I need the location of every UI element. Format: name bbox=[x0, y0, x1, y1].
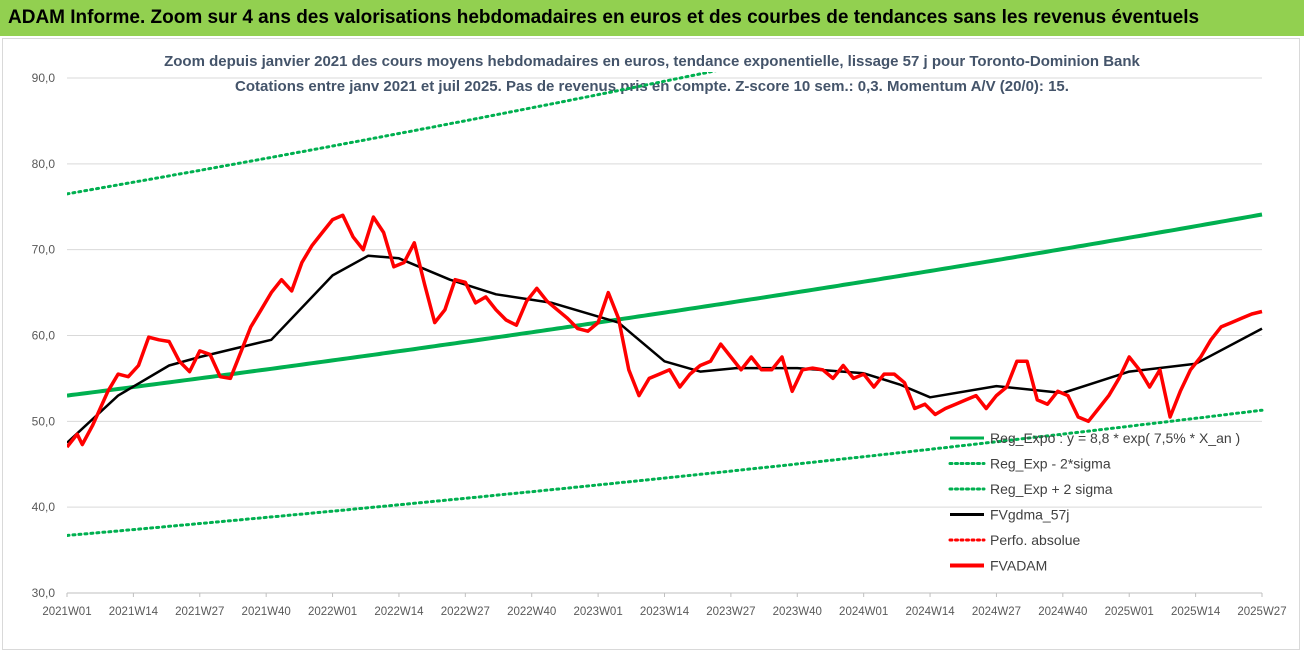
legend-label: Reg_Exp + 2 sigma bbox=[990, 481, 1113, 497]
series-line-5 bbox=[67, 213, 1263, 449]
header-banner: ADAM Informe. Zoom sur 4 ans des valoris… bbox=[0, 0, 1304, 36]
x-tick-label: 2022W40 bbox=[507, 606, 556, 618]
legend-label: Reg_Expo : y = 8,8 * exp( 7,5% * X_an ) bbox=[990, 430, 1240, 446]
y-tick-label: 90,0 bbox=[32, 71, 56, 85]
banner-title: ADAM Informe. Zoom sur 4 ans des valoris… bbox=[8, 7, 1200, 28]
x-tick-label: 2023W40 bbox=[773, 606, 822, 618]
legend-label: FVgdma_57j bbox=[990, 507, 1069, 523]
y-tick-label: 60,0 bbox=[32, 329, 56, 343]
legend: Reg_Expo : y = 8,8 * exp( 7,5% * X_an ) R… bbox=[948, 430, 1240, 574]
legend-label: Reg_Exp - 2*sigma bbox=[990, 456, 1111, 472]
legend-label: Perfo. absolue bbox=[990, 532, 1080, 548]
legend-label: FVADAM bbox=[990, 558, 1047, 574]
y-tick-label: 40,0 bbox=[32, 500, 56, 514]
series-line-0 bbox=[67, 212, 1263, 398]
chart-subtitle: Cotations entre janv 2021 et juil 2025. … bbox=[235, 78, 1069, 95]
x-tick-label: 2021W40 bbox=[242, 606, 291, 618]
y-tick-label: 50,0 bbox=[32, 414, 56, 428]
x-tick-label: 2024W14 bbox=[905, 606, 955, 618]
x-axis-ticks: 2021W01 2021W14 2021W27 2021W40 2022W01 2022W… bbox=[42, 592, 1287, 618]
y-tick-label: 70,0 bbox=[32, 243, 56, 257]
x-tick-label: 2022W27 bbox=[441, 606, 490, 618]
x-tick-label: 2021W27 bbox=[175, 606, 224, 618]
x-tick-label: 2022W14 bbox=[374, 606, 424, 618]
chart-title: Zoom depuis janvier 2021 des cours moyen… bbox=[164, 53, 1140, 70]
y-axis-ticks: 30,0 40,0 50,0 60,0 70,0 80,0 90,0 bbox=[32, 71, 56, 600]
series-line-3 bbox=[67, 254, 1263, 444]
x-tick-label: 2025W14 bbox=[1171, 606, 1221, 618]
x-tick-label: 2025W27 bbox=[1237, 606, 1286, 618]
x-tick-label: 2021W14 bbox=[109, 606, 159, 618]
series-line-1 bbox=[67, 408, 1264, 537]
series-lines bbox=[67, 72, 1264, 537]
y-tick-label: 30,0 bbox=[32, 586, 56, 600]
x-tick-label: 2025W01 bbox=[1105, 606, 1154, 618]
series-line-2 bbox=[67, 72, 717, 196]
x-tick-label: 2024W40 bbox=[1038, 606, 1087, 618]
x-tick-label: 2023W01 bbox=[573, 606, 622, 618]
x-tick-label: 2022W01 bbox=[308, 606, 357, 618]
x-tick-label: 2024W01 bbox=[839, 606, 888, 618]
y-tick-label: 80,0 bbox=[32, 157, 56, 171]
x-tick-label: 2024W27 bbox=[972, 606, 1021, 618]
x-tick-label: 2023W27 bbox=[706, 606, 755, 618]
chart-frame bbox=[2, 38, 1300, 650]
x-tick-label: 2021W01 bbox=[42, 606, 91, 618]
x-tick-label: 2023W14 bbox=[640, 606, 690, 618]
